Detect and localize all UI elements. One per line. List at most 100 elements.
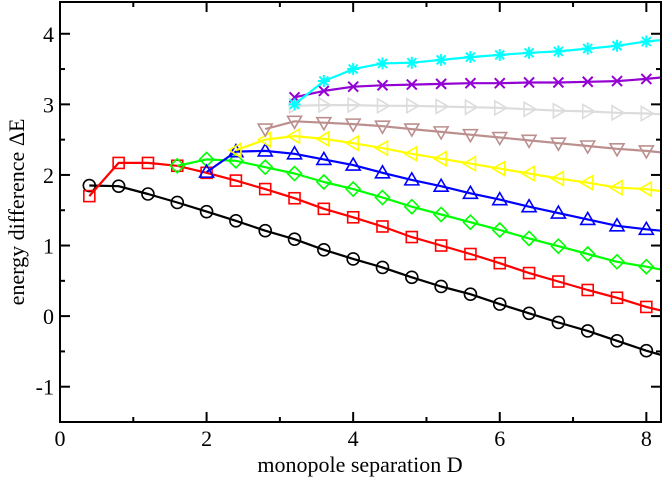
data-point xyxy=(286,165,303,182)
data-point xyxy=(611,39,624,52)
data-point xyxy=(435,98,450,115)
data-point xyxy=(405,56,418,69)
data-point xyxy=(608,253,626,270)
data-point xyxy=(640,300,653,314)
data-point xyxy=(523,100,538,118)
data-point xyxy=(375,260,390,275)
data-point xyxy=(403,145,418,163)
y-tick-label: -1 xyxy=(36,375,54,400)
data-point xyxy=(198,163,215,178)
series-5 xyxy=(227,127,661,198)
y-axis-title: energy difference ΔE xyxy=(4,119,29,306)
data-point xyxy=(520,165,535,182)
data-point xyxy=(640,105,655,122)
data-point xyxy=(288,191,301,205)
y-tick-label: 3 xyxy=(43,92,54,117)
data-point xyxy=(376,220,389,233)
series-layer xyxy=(82,35,661,358)
data-point xyxy=(608,217,626,232)
data-point xyxy=(432,126,450,141)
data-point xyxy=(346,252,360,266)
data-point xyxy=(374,120,391,135)
data-point xyxy=(405,230,419,244)
x-tick-label: 0 xyxy=(55,426,66,451)
data-point xyxy=(639,343,654,358)
data-point xyxy=(170,195,185,210)
data-point xyxy=(491,221,508,239)
data-point xyxy=(111,179,126,194)
data-point xyxy=(141,187,155,201)
x-tick-label: 8 xyxy=(641,426,652,451)
data-point xyxy=(345,180,362,198)
data-point xyxy=(520,230,538,247)
data-point xyxy=(434,239,448,252)
data-point xyxy=(552,76,565,89)
data-point xyxy=(229,174,243,187)
data-point xyxy=(287,232,302,246)
data-point xyxy=(494,77,506,89)
data-point xyxy=(286,115,303,130)
data-point xyxy=(434,279,448,294)
data-point xyxy=(462,128,479,144)
x-tick-label: 4 xyxy=(348,426,359,451)
data-point xyxy=(199,204,214,219)
data-point xyxy=(579,210,597,226)
data-point xyxy=(315,130,330,148)
data-point xyxy=(376,97,392,115)
data-point xyxy=(493,99,509,117)
data-point xyxy=(491,160,506,177)
data-point xyxy=(552,102,567,120)
y-tick-label: 2 xyxy=(43,163,54,188)
data-point xyxy=(581,283,595,297)
x-tick-label: 6 xyxy=(494,426,505,451)
data-point xyxy=(373,139,389,157)
series-line xyxy=(205,149,661,232)
data-point xyxy=(523,76,535,89)
data-point xyxy=(347,63,360,76)
data-point xyxy=(315,150,333,166)
data-point xyxy=(579,174,594,192)
series-8 xyxy=(288,73,661,104)
series-6 xyxy=(256,115,661,160)
data-point xyxy=(317,202,331,216)
data-point xyxy=(492,297,507,311)
data-point xyxy=(637,145,655,160)
data-point xyxy=(170,159,184,173)
data-point xyxy=(493,48,506,61)
series-4 xyxy=(198,142,661,236)
data-point xyxy=(610,334,624,348)
data-point xyxy=(227,143,245,158)
data-point xyxy=(403,198,420,215)
data-point xyxy=(256,131,272,149)
data-point xyxy=(315,173,332,191)
data-point xyxy=(522,306,536,321)
data-point xyxy=(318,85,330,97)
series-1 xyxy=(82,178,661,358)
data-point xyxy=(435,78,447,90)
data-point xyxy=(257,159,274,176)
data-point xyxy=(463,287,478,302)
data-point xyxy=(608,143,626,158)
data-point xyxy=(82,178,97,193)
data-point xyxy=(464,247,477,261)
data-point xyxy=(376,79,389,92)
data-point xyxy=(580,324,595,338)
data-point xyxy=(346,210,360,224)
data-point xyxy=(315,116,333,132)
x-axis-title: monopole separation D xyxy=(257,452,462,477)
data-point xyxy=(403,123,421,138)
data-point xyxy=(406,78,418,91)
data-point xyxy=(432,206,450,223)
data-point xyxy=(318,96,333,114)
y-tick-label: 1 xyxy=(43,234,54,259)
data-point xyxy=(579,140,597,155)
data-point xyxy=(462,214,479,231)
data-point xyxy=(520,134,538,149)
data-point xyxy=(581,76,594,88)
data-point xyxy=(552,45,565,58)
data-point xyxy=(317,75,330,88)
data-point xyxy=(227,152,245,169)
data-point xyxy=(403,171,421,186)
data-point xyxy=(344,134,359,152)
